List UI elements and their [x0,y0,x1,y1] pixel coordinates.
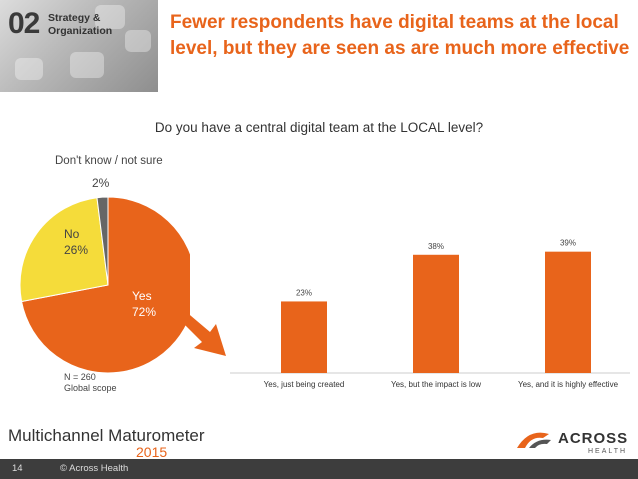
sample-scope: Global scope [64,383,117,393]
section-image [0,0,158,92]
pie-label-dont-know-pct: 2% [92,176,110,190]
bar-1 [281,301,327,373]
pie-label-yes-text: Yes [132,289,152,303]
logo-subtext: HEALTH [588,448,628,455]
pie-label-yes: Yes 72% [132,288,156,320]
arrow-icon [180,310,226,356]
pie-slice-yes [20,196,190,374]
pie-label-no: No 26% [64,226,88,258]
category-label-2: Yes, but the impact is low [391,380,481,389]
bar-3 [545,251,591,373]
bar-value-label-1: 23% [296,288,312,297]
section-name: Strategy & Organization [48,12,113,37]
page-number: 14 [12,463,23,474]
pie-label-dont-know: Don't know / not sure [55,155,163,167]
brand-title: Multichannel Maturometer [8,426,205,445]
pie-slice-don-t-know-not-sure [96,196,109,286]
bar-value-label-3: 39% [560,239,576,248]
brand-year: 2015 [136,444,168,460]
footer-bar [0,459,638,479]
bar-value-label-2: 38% [428,242,444,251]
sample-note: N = 260 Global scope [64,372,117,394]
pie-label-no-text: No [64,227,80,241]
pie-chart [20,196,190,374]
category-label-3: Yes, and it is highly effective [518,380,619,389]
section-number: 02 [8,7,40,40]
bar-2 [413,254,459,373]
copyright: © Across Health [60,463,129,474]
pie-label-no-pct: 26% [64,243,89,257]
across-logo-icon [517,432,551,448]
pie-label-yes-pct: 72% [132,305,157,319]
logo-text: ACROSS [558,430,629,447]
chart-question: Do you have a central digital team at th… [154,120,484,135]
category-label-1: Yes, just being created [264,380,345,389]
bar-chart: 23% Yes, just being created 38% Yes, but th… [230,239,630,389]
pie-slice-no [20,197,109,303]
slide-headline: Fewer respondents have digital teams at … [170,12,630,59]
sample-size: N = 260 [64,372,96,382]
